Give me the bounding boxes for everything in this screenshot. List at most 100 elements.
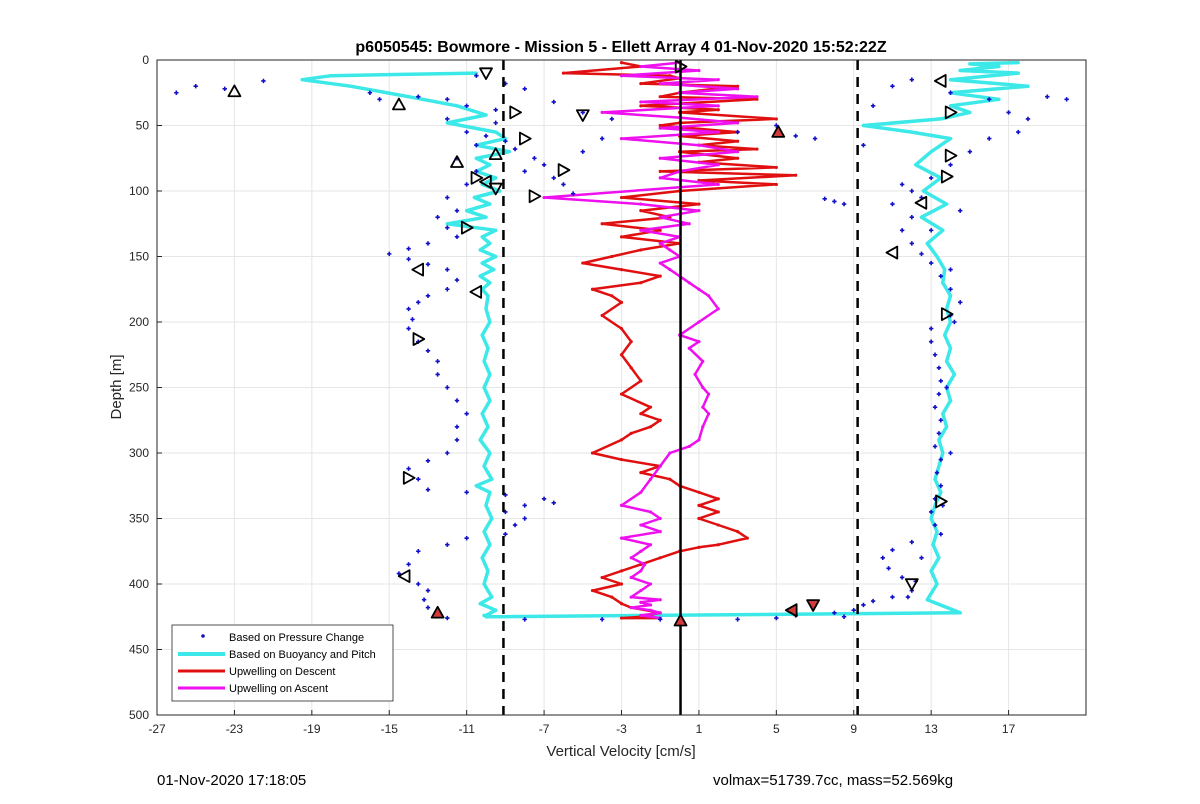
- point-based-on-pressure-change: [454, 208, 460, 213]
- point-based-on-buoyancy-and-pitch: [478, 602, 482, 606]
- point-based-on-pressure-change: [735, 617, 740, 622]
- point-based-on-buoyancy-and-pitch: [933, 477, 937, 481]
- point-upwelling-on-ascent: [658, 176, 662, 180]
- marker-triangle-left: [479, 174, 492, 189]
- marker-triangle-left: [914, 195, 928, 210]
- legend-label-buoyancy: Based on Buoyancy and Pitch: [229, 649, 376, 661]
- x-axis-ticks: -27 -23 -19 -15 -11 -7 -3 1 5 9 13 17: [148, 710, 1016, 736]
- point-based-on-pressure-change: [261, 78, 266, 84]
- point-upwelling-on-descent: [736, 530, 740, 534]
- point-based-on-buoyancy-and-pitch: [486, 569, 490, 573]
- point-upwelling-on-descent: [736, 139, 740, 143]
- point-based-on-buoyancy-and-pitch: [486, 346, 490, 350]
- point-based-on-buoyancy-and-pitch: [921, 189, 926, 193]
- point-based-on-pressure-change: [561, 182, 566, 187]
- point-based-on-buoyancy-and-pitch: [952, 372, 956, 376]
- point-based-on-pressure-change: [948, 267, 953, 272]
- reference-lines: [502, 60, 859, 715]
- point-upwelling-on-ascent: [736, 150, 740, 154]
- point-based-on-buoyancy-and-pitch: [482, 582, 486, 586]
- point-based-on-pressure-change: [522, 516, 527, 521]
- point-upwelling-on-ascent: [619, 536, 624, 540]
- point-based-on-buoyancy-and-pitch: [486, 294, 490, 298]
- point-based-on-buoyancy-and-pitch: [484, 113, 488, 117]
- point-upwelling-on-descent: [639, 379, 643, 383]
- marker-triangle-left: [885, 245, 899, 260]
- point-upwelling-on-ascent: [658, 530, 662, 534]
- point-upwelling-on-ascent: [716, 104, 720, 108]
- point-based-on-buoyancy-and-pitch: [482, 464, 486, 468]
- point-upwelling-on-descent: [668, 477, 672, 481]
- point-based-on-buoyancy-and-pitch: [943, 268, 947, 272]
- point-based-on-pressure-change: [425, 262, 431, 267]
- point-upwelling-on-ascent: [716, 130, 720, 134]
- x-tick-label: -3: [616, 722, 627, 736]
- point-upwelling-on-descent: [658, 274, 662, 278]
- point-based-on-buoyancy-and-pitch: [445, 121, 449, 125]
- x-axis-label: Vertical Velocity [cm/s]: [546, 743, 695, 760]
- point-based-on-pressure-change: [464, 182, 469, 187]
- point-based-on-pressure-change: [832, 199, 837, 204]
- point-based-on-pressure-change: [454, 398, 460, 403]
- point-upwelling-on-descent: [619, 457, 624, 462]
- point-based-on-buoyancy-and-pitch: [945, 359, 949, 363]
- y-tick-label: 200: [129, 315, 149, 329]
- y-tick-label: 250: [129, 381, 149, 395]
- point-based-on-pressure-change: [599, 617, 605, 622]
- y-tick-label: 100: [129, 184, 149, 198]
- point-based-on-pressure-change: [522, 503, 527, 508]
- point-based-on-buoyancy-and-pitch: [488, 451, 492, 455]
- point-based-on-pressure-change: [416, 477, 421, 482]
- point-based-on-buoyancy-and-pitch: [480, 261, 484, 265]
- point-based-on-pressure-change: [609, 116, 615, 122]
- point-based-on-pressure-change: [464, 535, 469, 541]
- marker-triangle-down: [806, 599, 821, 612]
- marker-triangle-right: [509, 105, 522, 120]
- marker-triangle-right: [944, 148, 958, 163]
- point-upwelling-on-descent: [600, 313, 604, 318]
- point-based-on-pressure-change: [387, 251, 392, 257]
- point-based-on-pressure-change: [909, 77, 915, 82]
- point-upwelling-on-descent: [648, 405, 653, 409]
- point-based-on-buoyancy-and-pitch: [348, 84, 353, 88]
- point-based-on-buoyancy-and-pitch: [914, 163, 918, 167]
- point-based-on-buoyancy-and-pitch: [939, 117, 943, 121]
- marker-triangle-up: [488, 147, 503, 161]
- point-based-on-buoyancy-and-pitch: [935, 582, 939, 586]
- point-based-on-buoyancy-and-pitch: [494, 130, 498, 134]
- marker-triangle-down: [488, 182, 503, 196]
- point-upwelling-on-ascent: [706, 412, 711, 416]
- point-based-on-pressure-change: [464, 103, 469, 109]
- point-based-on-buoyancy-and-pitch: [507, 150, 511, 154]
- point-based-on-buoyancy-and-pitch: [925, 598, 929, 602]
- point-based-on-pressure-change: [551, 99, 556, 105]
- y-tick-label: 0: [142, 53, 149, 67]
- point-based-on-buoyancy-and-pitch: [861, 123, 866, 128]
- point-upwelling-on-ascent: [658, 81, 662, 86]
- point-based-on-pressure-change: [435, 372, 440, 377]
- point-based-on-buoyancy-and-pitch: [929, 516, 933, 521]
- point-based-on-pressure-change: [551, 175, 556, 181]
- point-based-on-buoyancy-and-pitch: [474, 484, 478, 488]
- marker-triangle-left: [469, 284, 483, 299]
- point-based-on-pressure-change: [928, 175, 934, 181]
- point-based-on-pressure-change: [445, 225, 450, 230]
- point-upwelling-on-descent: [590, 451, 595, 455]
- x-tick-label: 13: [924, 722, 938, 736]
- marker-triangle-right: [935, 494, 948, 509]
- point-based-on-buoyancy-and-pitch: [948, 104, 953, 108]
- point-upwelling-on-descent: [639, 104, 643, 108]
- point-upwelling-on-ascent: [619, 503, 624, 507]
- point-based-on-pressure-change: [421, 597, 427, 602]
- point-based-on-pressure-change: [425, 348, 431, 354]
- point-based-on-buoyancy-and-pitch: [486, 425, 490, 429]
- point-based-on-buoyancy-and-pitch: [480, 556, 484, 560]
- series-based-on-buoyancy-and-pitch: [300, 60, 1030, 619]
- point-upwelling-on-descent: [619, 61, 624, 65]
- point-based-on-pressure-change: [445, 195, 450, 200]
- point-based-on-pressure-change: [503, 139, 508, 144]
- point-based-on-buoyancy-and-pitch: [948, 294, 953, 298]
- point-based-on-pressure-change: [936, 365, 942, 371]
- point-based-on-pressure-change: [474, 169, 479, 174]
- point-upwelling-on-ascent: [736, 121, 740, 125]
